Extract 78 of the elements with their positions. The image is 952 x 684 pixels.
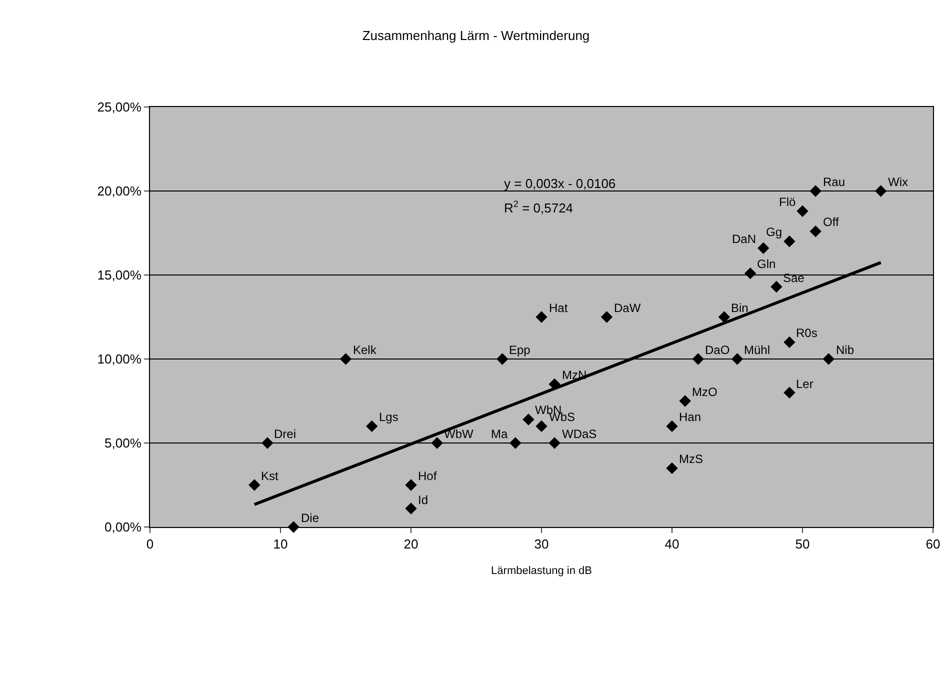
annotation: Flö: [779, 195, 796, 209]
x-tick-label: 10: [273, 536, 288, 552]
annotation: Gg: [766, 225, 782, 239]
point: [874, 185, 887, 197]
point: [784, 336, 796, 348]
annotation: DaN: [732, 232, 756, 246]
annotation: DaW: [614, 301, 642, 315]
annotation: Hof: [418, 469, 438, 483]
annotation: Lgs: [379, 410, 398, 424]
point: [784, 236, 796, 248]
annotation: WbW: [444, 427, 474, 441]
y-tick-label: 15,00%: [97, 268, 142, 283]
annotation: MzS: [679, 452, 703, 466]
x-axis-title: Lärmbelastung in dB: [491, 564, 592, 577]
x-tick-label: 30: [534, 536, 549, 552]
annotation: R0s: [796, 326, 818, 340]
point: [548, 437, 560, 449]
annotation: Wix: [888, 175, 908, 189]
point: [810, 185, 822, 197]
annotation: Sae: [783, 271, 805, 285]
annotation: y = 0,003x - 0,0106: [504, 176, 616, 191]
point: [496, 353, 508, 365]
point: [600, 311, 613, 323]
annotation: Bin: [731, 301, 748, 315]
annotation: MzO: [692, 385, 718, 399]
point: [405, 479, 417, 491]
point: [784, 386, 796, 398]
point: [692, 353, 704, 365]
annotation: Off: [823, 215, 840, 229]
annotation: R$^{2}$ = 0,5724: [504, 199, 574, 216]
annotation: Kst: [261, 469, 280, 483]
y-tick-label: 5,00%: [104, 436, 142, 451]
point: [744, 267, 756, 280]
annotation: WDaS: [562, 427, 597, 441]
annotation: Han: [679, 410, 702, 424]
annotation: DaO: [705, 343, 730, 357]
annotation: Mühl: [744, 343, 770, 357]
x-tick-label: 0: [146, 536, 154, 552]
annotation: Id: [418, 493, 428, 507]
point: [822, 353, 834, 365]
x-tick-label: 50: [795, 536, 810, 552]
point: [340, 353, 352, 365]
annotation: Kelk: [353, 343, 378, 357]
annotation: Epp: [509, 343, 531, 357]
annotation: Rau: [823, 175, 846, 189]
annotation: Nib: [836, 343, 854, 357]
y-tick-label: 25,00%: [97, 100, 142, 115]
x-tick-label: 20: [404, 536, 418, 552]
point: [536, 311, 548, 323]
point: [522, 414, 534, 426]
chart-title: Zusammenhang Lärm - Wertminderung: [362, 28, 590, 43]
point: [810, 225, 822, 238]
point: [262, 437, 274, 449]
annotation: Hat: [549, 301, 568, 315]
annotation: Drei: [274, 427, 296, 441]
point: [679, 395, 691, 407]
annotation: Gln: [757, 257, 776, 271]
point: [366, 420, 378, 432]
annotation: Ma: [491, 427, 508, 441]
point: [758, 242, 770, 254]
annotation: Ler: [796, 377, 814, 391]
point: [666, 420, 678, 432]
point: [731, 353, 744, 365]
point: [431, 437, 443, 449]
x-tick-label: 60: [926, 536, 940, 552]
point: [718, 311, 730, 323]
annotation: Die: [301, 511, 320, 525]
point: [248, 479, 260, 491]
x-tick-label: 40: [664, 536, 680, 552]
y-tick-label: 10,00%: [97, 352, 142, 367]
y-tick-label: 20,00%: [97, 184, 142, 199]
point: [510, 437, 522, 449]
point: [770, 280, 782, 293]
y-tick-label: 0,00%: [104, 520, 142, 535]
point: [796, 205, 808, 218]
point: [405, 502, 417, 514]
point: [666, 462, 678, 474]
point: [536, 420, 548, 432]
